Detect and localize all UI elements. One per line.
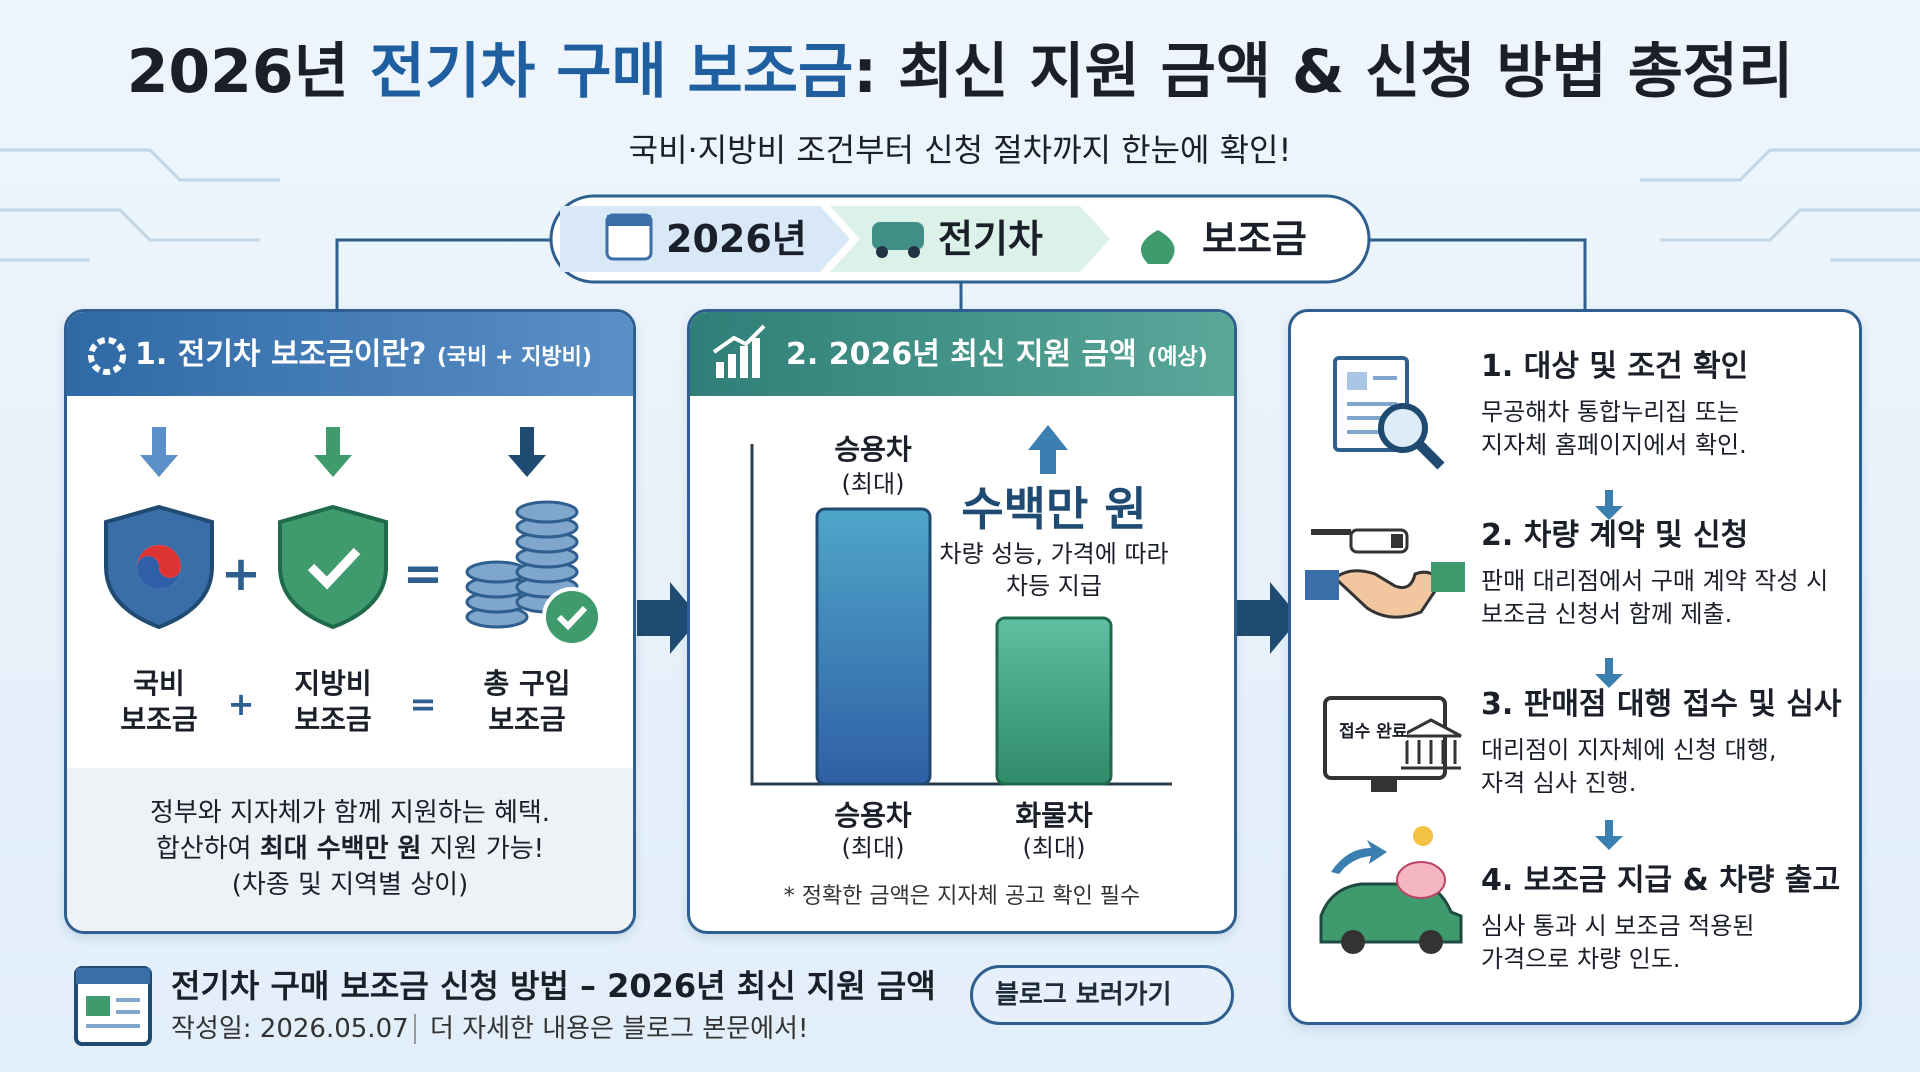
description: 정부와 지자체가 함께 지원하는 혜택.	[149, 798, 551, 828]
step-desc: 보조금 신청서 함께 제출.	[1481, 600, 1733, 628]
step-desc: 자격 심사 진행.	[1481, 769, 1637, 797]
icon-label: 접수 완료	[1339, 722, 1408, 742]
step-desc: 가격으로 차량 인도.	[1481, 945, 1681, 973]
pill: 보조금	[1202, 217, 1307, 261]
panel-title-text: 1. 전기차 보조금이란?	[135, 337, 427, 372]
item-label: 지방비	[294, 667, 372, 700]
step-title: 2. 차량 계약 및 신청	[1481, 518, 1749, 553]
pill: 전기차	[938, 217, 1043, 261]
title-highlight: 전기차 구매 보조금	[369, 37, 854, 107]
step-desc: 지자체 홈페이지에서 확인.	[1481, 431, 1747, 459]
title: 2026년 전기차 구매 보조금: 최신 지원 금액 & 신청 방법 총정리	[127, 42, 1794, 102]
pill: 2026년	[666, 217, 807, 261]
blog-button[interactable]: 블로그 보러가기	[970, 965, 1234, 1025]
panel-icons	[67, 337, 633, 931]
description-bold: 최대 수백만 원	[259, 834, 422, 864]
item-label: 보조금	[294, 703, 372, 736]
callout-desc: 차량 성능, 가격에 따라	[939, 540, 1169, 568]
bar	[815, 507, 932, 786]
title-part: : 최신 지원 금액 & 신청 방법 총정리	[853, 37, 1794, 107]
footer-title: 전기차 구매 보조금 신청 방법 – 2026년 최신 지원 금액	[171, 967, 936, 1005]
bar	[995, 616, 1113, 786]
panel-amount: 2. 2026년 최신 지원 금액 (예상) 승용차 (최대) 수백만 원 차량…	[687, 309, 1237, 934]
item-label: 총 구입	[483, 667, 571, 700]
operator: +	[220, 546, 262, 602]
panel-definition: 1. 전기차 보조금이란? (국비 + 지방비) + = 국비 보조금 지방비 …	[64, 309, 636, 934]
title-part: 2026년	[126, 37, 370, 107]
chart-graphics	[712, 324, 1172, 786]
footer-note: 더 자세한 내용은 블로그 본문에서!	[430, 1014, 809, 1044]
step-desc: 판매 대리점에서 구매 계약 작성 시	[1481, 567, 1829, 595]
footer-date: 작성일: 2026.05.07	[171, 1014, 409, 1044]
panel-steps: 접수 완료 1. 대상 및 조건 확인 무공해차 통합누리집 또는 지자체 홈페…	[1288, 309, 1862, 1025]
item-label: 국비	[133, 667, 185, 700]
panel-header	[67, 312, 633, 396]
separator	[414, 1014, 416, 1044]
callout-desc: 차등 지급	[1006, 572, 1102, 600]
bar-top-label: 승용차	[834, 433, 912, 466]
footnote: * 정확한 금액은 지자체 공고 확인 필수	[783, 884, 1141, 909]
step-desc: 대리점이 지자체에 신청 대행,	[1481, 736, 1777, 764]
operator: =	[409, 685, 437, 723]
step-desc: 심사 통과 시 보조금 적용된	[1481, 912, 1755, 940]
panel-title-text: 2. 2026년 최신 지원 금액	[786, 337, 1137, 372]
callout: 수백만 원	[961, 482, 1147, 536]
step-title: 3. 판매점 대행 접수 및 심사	[1481, 687, 1842, 722]
panel-title: 2. 2026년 최신 지원 금액 (예상)	[786, 340, 1208, 370]
panel-header	[690, 312, 1234, 396]
x-label: 승용차	[834, 799, 912, 832]
description: 합산하여 최대 수백만 원 지원 가능!	[156, 836, 544, 862]
step-desc: 무공해차 통합누리집 또는	[1481, 398, 1740, 426]
panel-title: 1. 전기차 보조금이란? (국비 + 지방비)	[135, 340, 592, 370]
operator: +	[227, 685, 255, 723]
subtitle: 국비·지방비 조건부터 신청 절차까지 한눈에 확인!	[628, 131, 1292, 169]
step-title: 4. 보조금 지급 & 차량 출고	[1481, 863, 1841, 898]
operator: =	[402, 546, 444, 602]
bar-top-sub: (최대)	[841, 470, 905, 498]
item-label: 보조금	[120, 703, 198, 736]
item-label: 보조금	[488, 703, 566, 736]
blog-icon	[74, 966, 152, 1046]
button-label[interactable]: 블로그 보러가기	[995, 980, 1172, 1010]
x-sublabel: (최대)	[841, 834, 905, 862]
panel-title-note: (국비 + 지방비)	[436, 345, 592, 370]
x-sublabel: (최대)	[1022, 834, 1086, 862]
step-title: 1. 대상 및 조건 확인	[1481, 349, 1749, 384]
description-text: 합산하여	[155, 834, 260, 864]
description: (차종 및 지역별 상이)	[231, 870, 469, 900]
description-text: 지원 가능!	[421, 834, 545, 864]
panel-title-note: (예상)	[1147, 345, 1208, 370]
x-label: 화물차	[1015, 799, 1093, 832]
